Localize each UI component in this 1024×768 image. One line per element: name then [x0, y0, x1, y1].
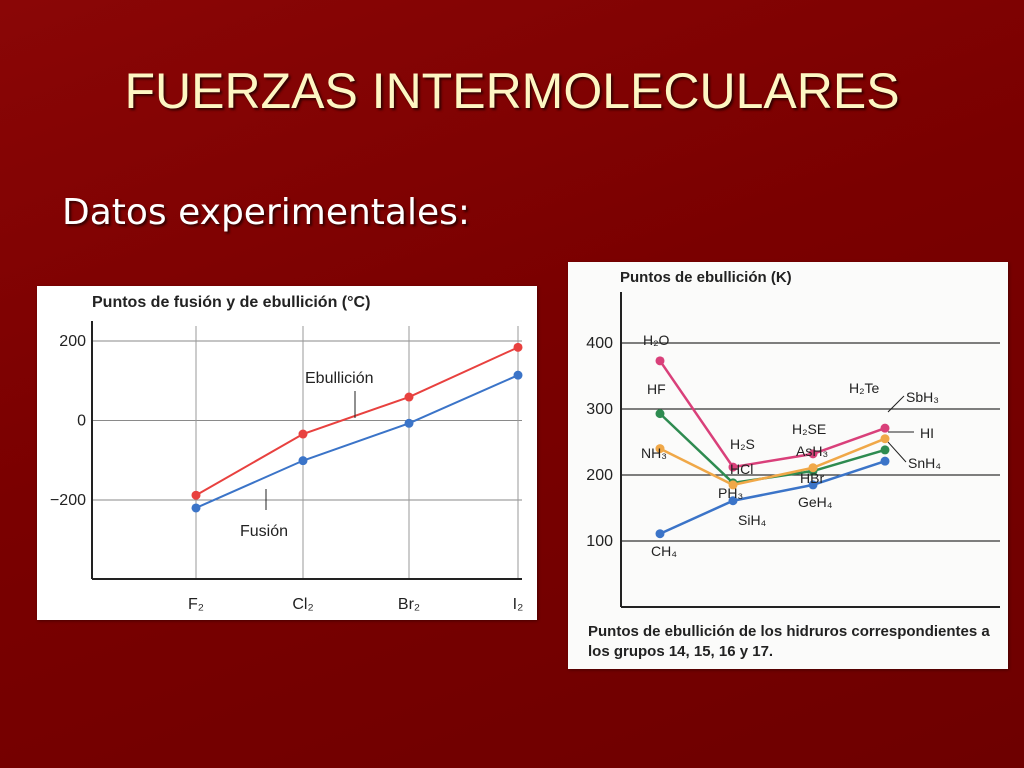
series-line: [195, 346, 519, 497]
x-tick-label: F₂: [188, 596, 204, 613]
data-point: [728, 480, 738, 490]
point-label: GeH₄: [798, 494, 833, 510]
data-point: [808, 480, 818, 490]
data-point: [655, 356, 665, 366]
data-point: [513, 370, 523, 380]
point-label: SnH₄: [908, 455, 941, 471]
data-point: [728, 496, 738, 506]
point-label: SiH₄: [738, 512, 767, 528]
x-tick-label: I₂: [513, 596, 524, 613]
point-label: HI: [920, 425, 934, 441]
series-line: [195, 374, 519, 509]
point-label: CH₄: [651, 543, 677, 559]
y-tick-label: 200: [59, 333, 86, 350]
point-label: SbH₃: [906, 389, 939, 405]
series-line: [659, 459, 886, 535]
point-label: H₂SE: [792, 421, 826, 437]
data-point: [191, 503, 201, 513]
y-tick-label: 0: [77, 413, 86, 430]
chart-caption: Puntos de ebullición de los hidruros cor…: [588, 623, 990, 660]
point-label: H₂Te: [849, 380, 880, 396]
data-point: [880, 434, 890, 444]
melting-boiling-chart: Puntos de fusión y de ebullición (°C) 20…: [37, 286, 537, 620]
data-point: [880, 423, 890, 433]
series-label: Ebullición: [305, 370, 373, 387]
point-label: PH₃: [718, 485, 743, 501]
data-point: [808, 463, 818, 473]
data-point: [513, 342, 523, 352]
series-line: [659, 437, 886, 487]
point-label: AsH₃: [796, 443, 828, 459]
point-label: HCl: [730, 461, 753, 477]
data-point: [880, 445, 890, 455]
chart-title: Puntos de ebullición (K): [620, 269, 792, 286]
data-point: [655, 444, 665, 454]
point-label: H₂O: [643, 332, 670, 348]
label-leader: [887, 395, 905, 413]
y-tick-label: 300: [586, 401, 613, 418]
chart-title: Puntos de fusión y de ebullición (°C): [92, 294, 371, 311]
hydride-boiling-plot: 400 300 200 100 H₂O HF NH₃ CH₄ H₂S HCl PH₃ SiH₄ H₂SE…: [586, 292, 1000, 608]
data-point: [298, 429, 308, 439]
y-tick-label: −200: [50, 492, 86, 509]
data-point: [404, 392, 414, 402]
data-point: [404, 418, 414, 428]
point-label: HF: [647, 381, 666, 397]
x-tick-label: Br₂: [398, 596, 420, 613]
hydride-boiling-chart: Puntos de ebullición (K) 400 300 200 100 H₂O…: [568, 262, 1008, 669]
series-label: Fusión: [240, 523, 288, 540]
y-tick-label: 200: [586, 467, 613, 484]
data-point: [728, 462, 738, 472]
data-point: [191, 490, 201, 500]
slide-subtitle: Datos experimentales:: [62, 192, 470, 233]
data-point: [808, 449, 818, 459]
melting-boiling-plot: 200 0 −200 F₂ Cl₂ Br₂ I₂ Ebullición Fusión: [50, 321, 524, 613]
data-point: [298, 456, 308, 466]
x-tick-label: Cl₂: [292, 596, 313, 613]
label-leader: [887, 441, 907, 463]
series-line: [658, 360, 886, 469]
data-point: [655, 529, 665, 539]
data-point: [655, 409, 665, 419]
point-label: HBr: [800, 470, 824, 486]
slide-title: FUERZAS INTERMOLECULARES: [124, 63, 900, 119]
y-tick-label: 400: [586, 335, 613, 352]
y-tick-label: 100: [586, 533, 613, 550]
point-label: H₂S: [730, 436, 755, 452]
point-label: NH₃: [641, 445, 667, 461]
data-point: [880, 456, 890, 466]
